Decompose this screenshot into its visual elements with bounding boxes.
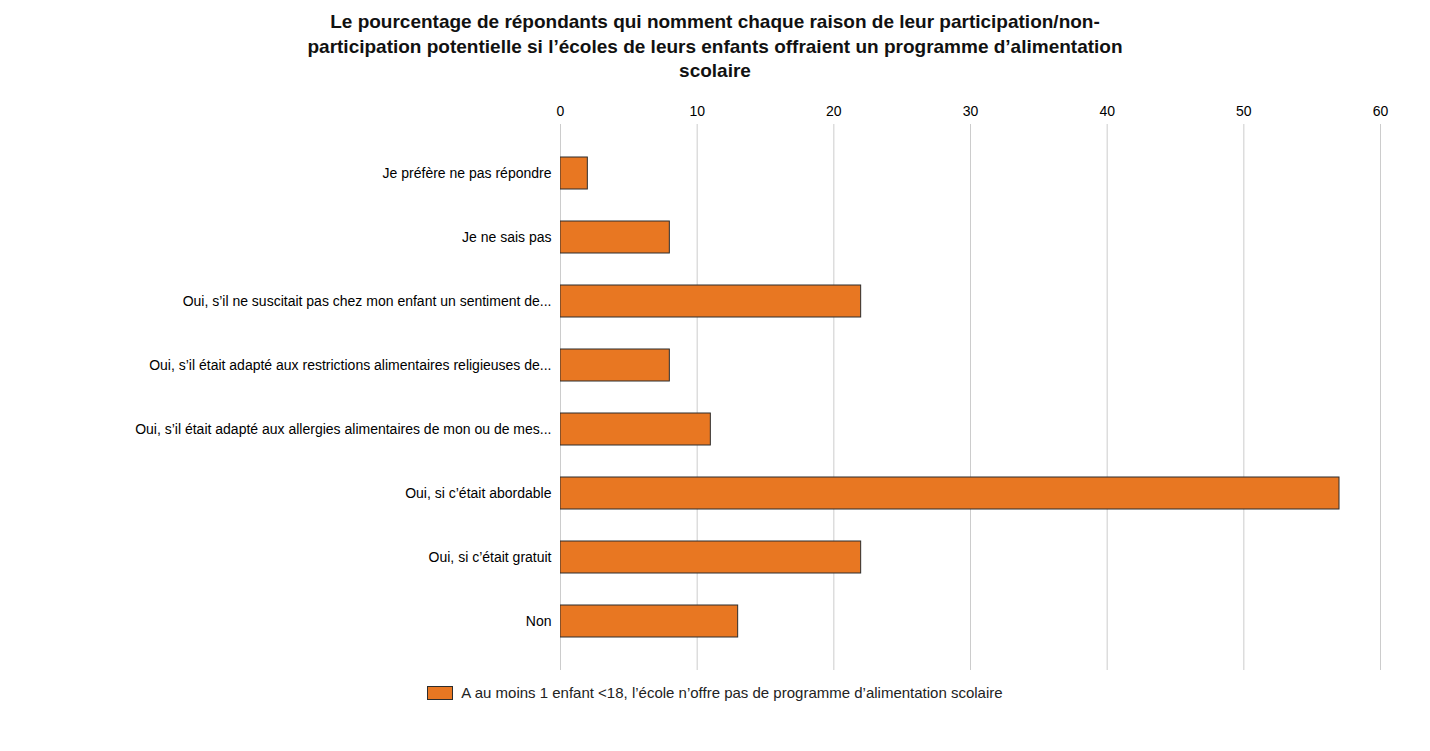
svg-text:Je ne sais pas: Je ne sais pas bbox=[462, 229, 552, 245]
svg-text:Oui, s’il était adapté aux all: Oui, s’il était adapté aux allergies ali… bbox=[135, 421, 551, 437]
svg-text:Oui, si c’était abordable: Oui, si c’était abordable bbox=[405, 485, 552, 501]
svg-text:Oui, si c’était gratuit: Oui, si c’était gratuit bbox=[429, 549, 552, 565]
svg-text:Non: Non bbox=[526, 613, 552, 629]
svg-text:10: 10 bbox=[689, 103, 705, 119]
svg-text:Oui, s’il ne suscitait pas che: Oui, s’il ne suscitait pas chez mon enfa… bbox=[183, 293, 552, 309]
svg-text:30: 30 bbox=[963, 103, 979, 119]
svg-text:Oui, s’il était adapté aux res: Oui, s’il était adapté aux restrictions … bbox=[149, 357, 551, 373]
svg-text:60: 60 bbox=[1373, 103, 1389, 119]
svg-text:40: 40 bbox=[1099, 103, 1115, 119]
svg-text:0: 0 bbox=[557, 103, 565, 119]
html-text:Le pourcentage de répondants q: Le pourcentage de répondants qui nomment… bbox=[307, 11, 1123, 82]
svg-text:20: 20 bbox=[826, 103, 842, 119]
svg-text:Je préfère ne pas répondre: Je préfère ne pas répondre bbox=[383, 165, 552, 181]
svg-text:50: 50 bbox=[1236, 103, 1252, 119]
html-text:A au moins 1 enfant <18, l’éco: A au moins 1 enfant <18, l’école n’offre… bbox=[461, 684, 1003, 702]
